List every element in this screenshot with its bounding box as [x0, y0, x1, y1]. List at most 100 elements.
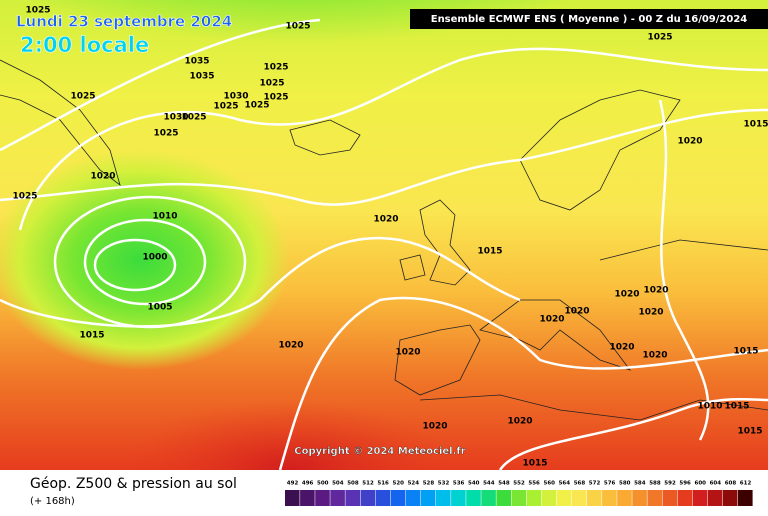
scale-swatch: [556, 490, 572, 506]
scale-label: 576: [604, 481, 616, 487]
scale-swatch: [451, 490, 466, 506]
isobar-label: 1015: [477, 247, 502, 257]
scale-swatch: [496, 490, 511, 506]
isobar-label: 1020: [539, 315, 564, 325]
scale-label: 564: [559, 481, 571, 487]
scale-swatch: [677, 490, 693, 506]
scale-label: 596: [679, 481, 691, 487]
isobar-label: 1025: [153, 129, 178, 139]
isobar-label: 1015: [79, 331, 104, 341]
scale-label: 612: [740, 481, 752, 487]
scale-label: 508: [347, 481, 359, 487]
isobar-label: 1025: [181, 113, 206, 123]
isobar-label: 1025: [70, 92, 95, 102]
isobar-label: 1010: [152, 212, 177, 222]
footer-title: Géop. Z500 & pression au sol: [30, 476, 237, 492]
isobar-label: 1025: [25, 6, 50, 16]
isobar-label: 1025: [263, 93, 288, 103]
coastlines: [0, 59, 768, 421]
scale-swatch: [360, 490, 376, 506]
scale-label: 496: [302, 481, 314, 487]
scale-label: 608: [725, 481, 737, 487]
scale-swatch: [662, 490, 678, 506]
isobar-label: 1025: [285, 22, 310, 32]
scale-swatch: [405, 490, 421, 506]
scale-swatch: [436, 490, 451, 506]
scale-label: 504: [332, 481, 344, 487]
scale-swatch: [420, 490, 436, 506]
isobar-label: 1020: [507, 417, 532, 427]
scale-swatch: [511, 490, 527, 506]
isobar-label: 1015: [724, 402, 749, 412]
scale-swatch: [526, 490, 542, 506]
scale-label: 600: [695, 481, 707, 487]
lead-time: (+ 168h): [30, 496, 75, 507]
isobars: [0, 18, 768, 471]
scale-label: 552: [513, 481, 525, 487]
scale-label: 556: [528, 481, 540, 487]
scale-label: 492: [287, 481, 299, 487]
isobar-label: 1025: [647, 33, 672, 43]
isobar-label: 1015: [743, 120, 768, 130]
scale-label: 604: [710, 481, 722, 487]
isobar-label: 1010: [697, 402, 722, 412]
scale-label: 512: [362, 481, 374, 487]
scale-swatch: [330, 490, 345, 506]
run-banner: [410, 9, 768, 29]
isobar-label: 1025: [263, 63, 288, 73]
local-time: 2:00 locale: [20, 33, 149, 57]
scale-label: 516: [377, 481, 389, 487]
isobar-label: 1025: [213, 102, 238, 112]
scale-swatch: [722, 490, 738, 506]
scale-label: 544: [483, 481, 495, 487]
isobar-label: 1035: [184, 57, 209, 67]
scale-swatch: [587, 490, 602, 506]
isobar-label: 1005: [147, 303, 172, 313]
isobar-label: 1020: [564, 307, 589, 317]
isobar-label: 1020: [677, 137, 702, 147]
scale-label: 532: [438, 481, 450, 487]
scale-swatch: [541, 490, 557, 506]
scale-swatch: [738, 490, 753, 506]
scale-swatch: [375, 490, 391, 506]
date: Lundi 23 septembre 2024: [16, 13, 232, 31]
scale-label: 584: [634, 481, 646, 487]
scale-label: 500: [317, 481, 329, 487]
color-scale: 492 496 500 504 508 512 516 520 524 528 532 536 540 5…: [285, 481, 753, 506]
scale-swatch: [692, 490, 708, 506]
isobar-label: 1030: [163, 113, 188, 123]
scale-swatch: [647, 490, 662, 506]
isobar-label: 1020: [614, 290, 639, 300]
scale-swatch: [390, 490, 406, 506]
scale-swatch: [707, 490, 723, 506]
scale-swatch: [345, 490, 360, 506]
scale-swatch: [602, 490, 617, 506]
scale-label: 540: [468, 481, 480, 487]
isobar-label: 1020: [90, 172, 115, 182]
scale-swatch: [315, 490, 330, 506]
isobar-label: 1020: [642, 351, 667, 361]
scale-swatch: [632, 490, 647, 506]
isobar-label: 1015: [737, 427, 762, 437]
scale-label: 548: [498, 481, 510, 487]
isobar-label: 1020: [278, 341, 303, 351]
isobar-label: 1020: [609, 343, 634, 353]
scale-swatch: [617, 490, 632, 506]
scale-label: 572: [589, 481, 601, 487]
run-info: Ensemble ECMWF ENS ( Moyenne ) - 00 Z du…: [431, 14, 748, 25]
isobar-label: 1030: [223, 92, 248, 102]
scale-label: 588: [649, 481, 661, 487]
isobar-label: 1020: [638, 308, 663, 318]
isobar-label: 1025: [259, 79, 284, 89]
isobar-label: 1020: [395, 348, 420, 358]
scale-swatch: [466, 490, 481, 506]
scale-label: 528: [423, 481, 435, 487]
scale-swatch: [300, 490, 315, 506]
scale-label: 568: [574, 481, 586, 487]
isobar-label: 1035: [189, 72, 214, 82]
scale-label: 536: [453, 481, 465, 487]
isobar-label: 1015: [733, 347, 758, 357]
